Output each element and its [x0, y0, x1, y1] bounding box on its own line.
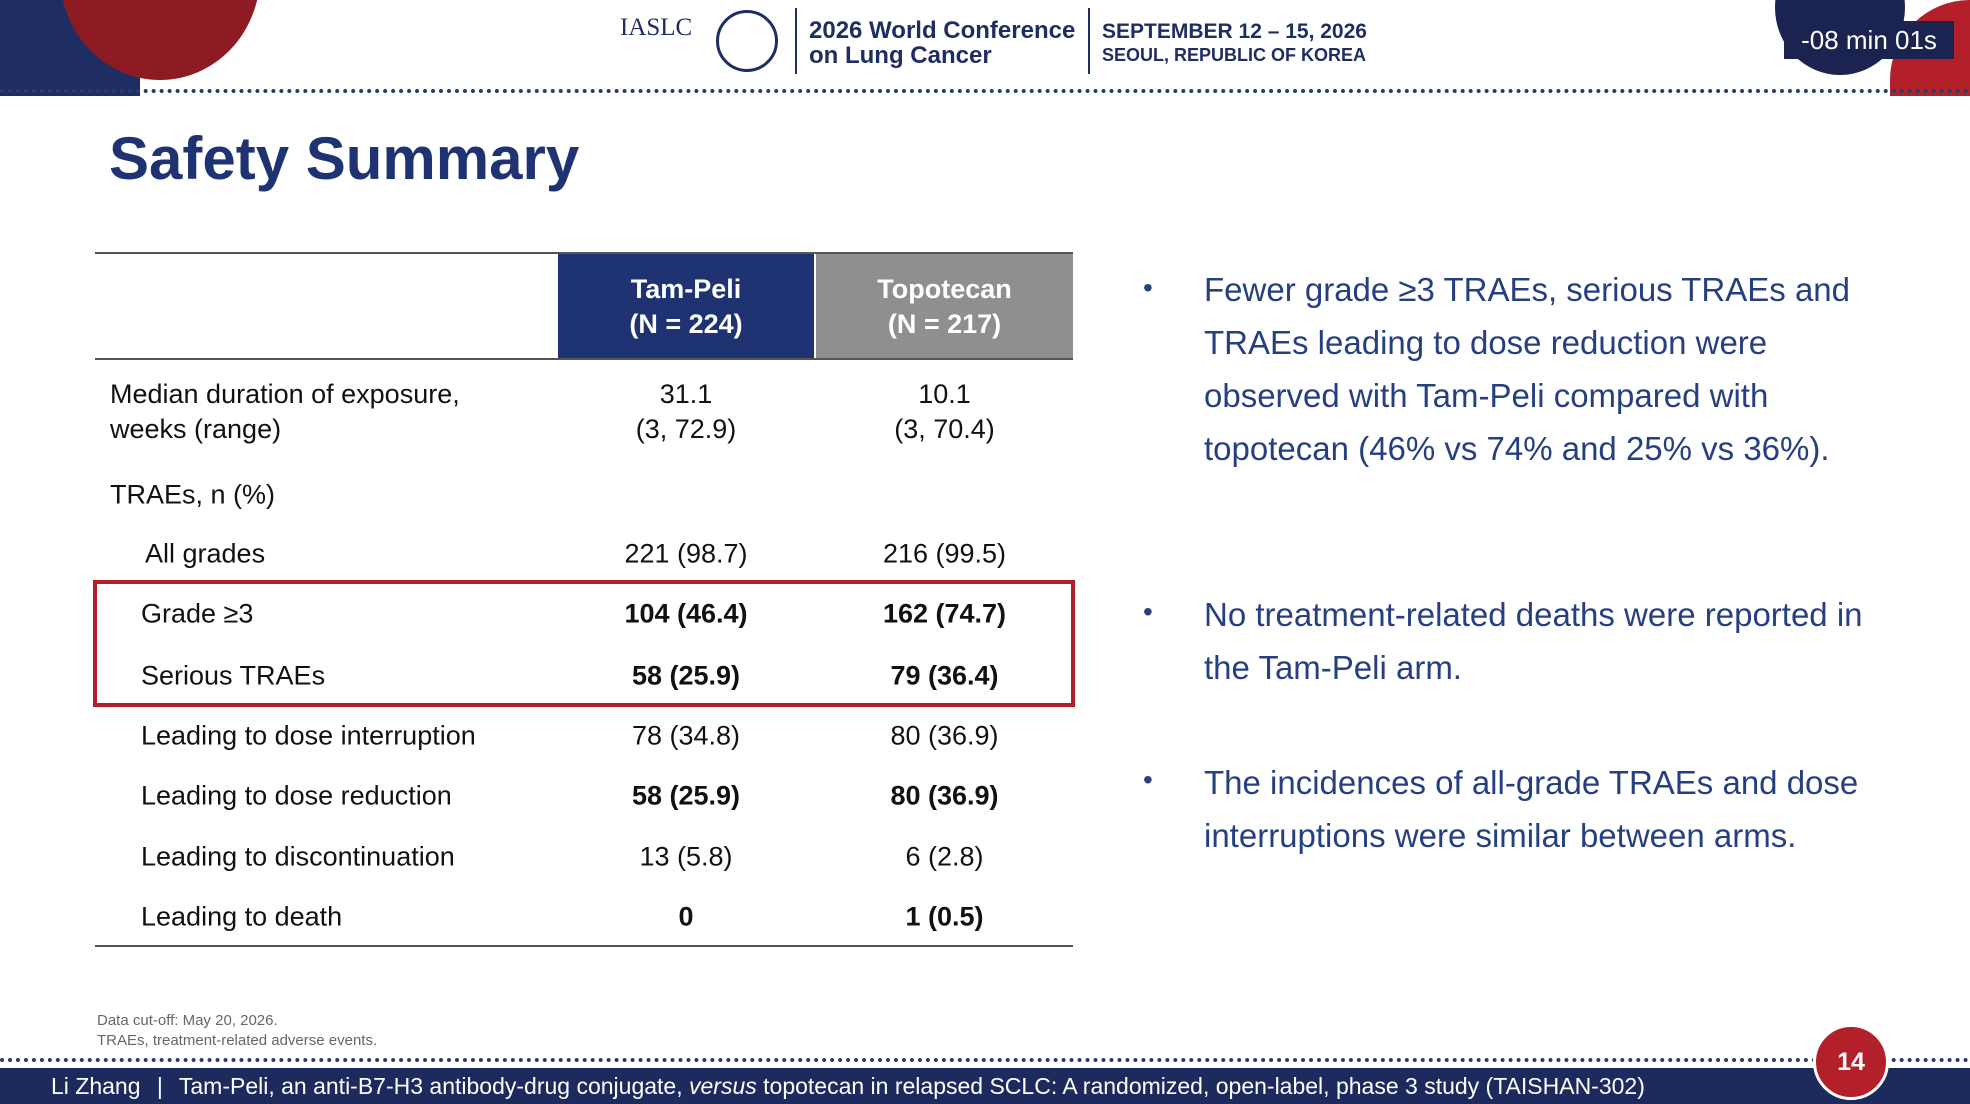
footer-separator: |	[156, 1073, 163, 1099]
cell: 79 (36.4)	[890, 660, 999, 691]
cell: 58 (25.9)	[631, 780, 741, 811]
highlight-box	[93, 580, 1075, 707]
cell: 104 (46.4)	[624, 598, 748, 629]
logo: IASLC	[620, 14, 693, 41]
page-number: 14	[1813, 1024, 1889, 1100]
bullet-dot: •	[1143, 272, 1153, 303]
label-line: Median duration of exposure,	[110, 379, 460, 409]
column-header: Topotecan (N = 217)	[816, 254, 1073, 359]
label-line: weeks (range)	[110, 414, 282, 444]
slide-title: Safety Summary	[109, 125, 580, 192]
column-header-line: (N = 224)	[629, 308, 743, 339]
bullet: The incidences of all-grade TRAEs and do…	[1204, 764, 1859, 854]
row-label: All grades	[145, 538, 266, 569]
footer-bar: Li Zhang | Tam-Peli, an anti-B7-H3 antib…	[0, 1068, 1970, 1104]
cell: 31.1 (3, 72.9)	[558, 377, 814, 447]
footer-italic: versus	[689, 1073, 757, 1099]
logo-emblem	[716, 10, 778, 72]
column-header-line: Tam-Peli	[630, 273, 742, 304]
cell: 162 (74.7)	[882, 598, 1007, 629]
location: SEOUL, REPUBLIC OF KOREA	[1102, 45, 1367, 65]
cell: 0	[678, 901, 694, 932]
row-label: Median duration of exposure, weeks (range…	[110, 377, 460, 447]
cell-line: 31.1	[659, 379, 713, 409]
footer-dots	[0, 1058, 1970, 1062]
cell: 10.1 (3, 70.4)	[816, 377, 1073, 447]
cell: 216 (99.5)	[882, 538, 1007, 569]
rule	[95, 252, 1073, 254]
cell: 58 (25.9)	[631, 660, 741, 691]
cell-line: (3, 70.4)	[894, 414, 995, 444]
row-label: Leading to discontinuation	[141, 841, 455, 872]
cell: 80 (36.9)	[890, 780, 999, 811]
cell: 221 (98.7)	[624, 538, 748, 569]
cell: 80 (36.9)	[890, 720, 999, 751]
cell: 1 (0.5)	[905, 901, 984, 932]
bullet: Fewer grade ≥3 TRAEs, serious TRAEs and …	[1204, 271, 1850, 467]
cell: 13 (5.8)	[639, 841, 733, 872]
divider	[795, 8, 797, 74]
conference-line: on Lung Cancer	[809, 42, 992, 69]
row-label: Leading to death	[141, 901, 343, 932]
dates: SEPTEMBER 12 – 15, 2026	[1102, 20, 1367, 43]
footnote: Data cut-off: May 20, 2026.	[97, 1012, 278, 1029]
conference: 2026 World Conference on Lung Cancer	[809, 18, 1075, 68]
header-dots	[0, 89, 1970, 93]
bullet: No treatment-related deaths were reporte…	[1204, 596, 1863, 686]
cell-line: (3, 72.9)	[635, 414, 737, 444]
cell: 6 (2.8)	[905, 841, 984, 872]
column-header: Tam-Peli (N = 224)	[558, 254, 814, 359]
row-label: Leading to dose interruption	[141, 720, 476, 751]
column-header-line: Topotecan	[877, 273, 1012, 304]
rule	[95, 358, 1073, 360]
row-label: Serious TRAEs	[141, 660, 326, 691]
row-label: Leading to dose reduction	[141, 780, 452, 811]
footer-text: topotecan in relapsed SCLC: A randomized…	[763, 1073, 1645, 1099]
footer-author: Li Zhang	[51, 1073, 141, 1099]
cell-line: 10.1	[918, 379, 971, 409]
footnote: TRAEs, treatment-related adverse events.	[97, 1032, 378, 1049]
footnotes: Data cut-off: May 20, 2026. TRAEs, treat…	[97, 1011, 377, 1051]
footer-text: Tam-Peli, an anti-B7-H3 antibody-drug co…	[178, 1073, 683, 1099]
rule	[95, 945, 1073, 947]
divider	[1088, 8, 1090, 74]
cell: 78 (34.8)	[631, 720, 741, 751]
column-header-line: (N = 217)	[887, 308, 1002, 339]
timer: -08 min 01s	[1784, 21, 1954, 59]
bullet-dot: •	[1143, 764, 1153, 795]
conference-line: 2026 World Conference	[809, 17, 1076, 44]
row-label: Grade ≥3	[141, 598, 254, 629]
row-label: TRAEs, n (%)	[110, 479, 276, 510]
bullet-dot: •	[1143, 596, 1153, 627]
